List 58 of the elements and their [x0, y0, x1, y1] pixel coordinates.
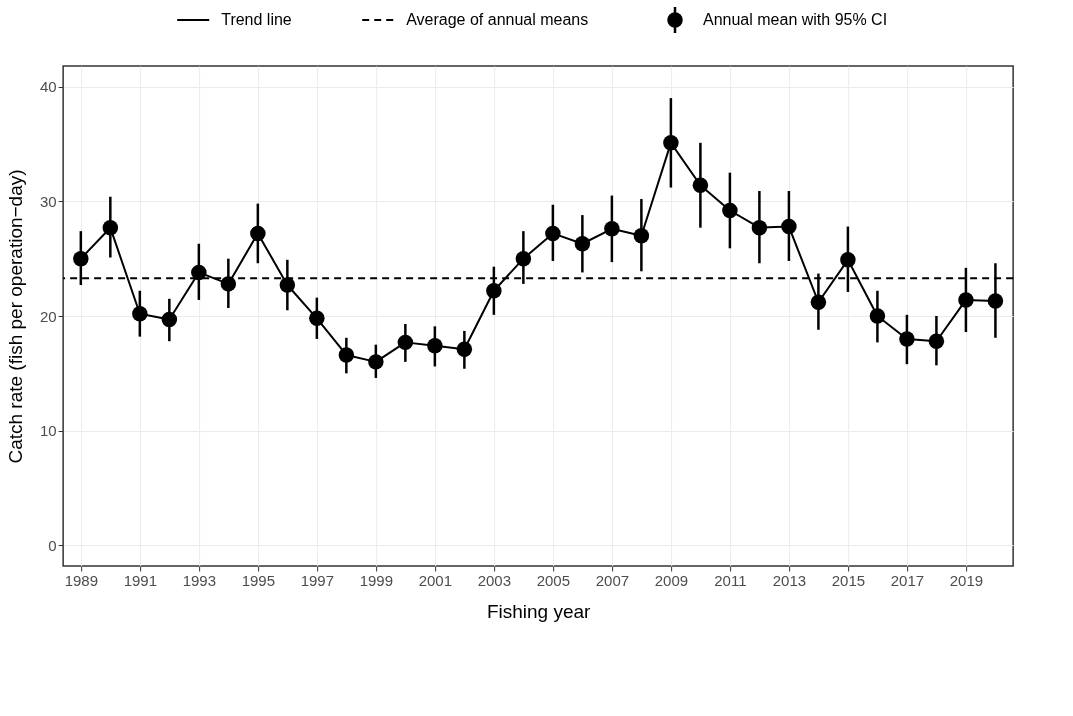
y-tick-label: 0 — [48, 536, 57, 554]
x-tick-label: 2009 — [654, 571, 689, 589]
y-tick-label: 40 — [39, 78, 57, 96]
point — [338, 347, 355, 363]
point — [191, 264, 207, 281]
point — [987, 293, 1004, 309]
x-tick-label: 1991 — [123, 571, 158, 589]
point — [486, 283, 502, 299]
point — [368, 354, 384, 370]
x-tick-label: 2007 — [595, 571, 630, 589]
x-tick-label: 2005 — [536, 571, 571, 589]
point — [427, 338, 443, 354]
point — [663, 135, 679, 151]
x-axis-title: Fishing year — [486, 600, 592, 622]
x-tick-label: 2003 — [477, 571, 512, 589]
point — [869, 308, 886, 324]
x-tick-label: 2015 — [831, 571, 866, 589]
point — [810, 294, 827, 310]
x-tick-label: 1995 — [241, 571, 276, 589]
point — [928, 333, 945, 349]
point — [604, 221, 620, 237]
point — [279, 277, 296, 293]
x-tick-label: 1999 — [359, 571, 394, 589]
point — [515, 250, 532, 267]
y-tick-label: 20 — [39, 307, 57, 325]
x-tick-label: 1993 — [182, 571, 217, 589]
legend-label: Trend line — [221, 11, 292, 28]
point — [161, 311, 178, 328]
point — [633, 227, 650, 244]
legend-label: Annual mean with 95% CI — [703, 11, 888, 28]
point — [574, 236, 591, 252]
point — [692, 177, 709, 193]
x-tick-label: 2013 — [772, 571, 807, 589]
point — [899, 331, 915, 347]
legend-label: Average of annual means — [406, 11, 589, 28]
point — [397, 334, 414, 351]
y-tick-label: 10 — [39, 422, 57, 440]
x-tick-label: 2017 — [890, 571, 925, 589]
point — [751, 219, 768, 236]
point — [102, 219, 119, 236]
point — [781, 218, 797, 235]
x-tick-label: 1997 — [300, 571, 335, 589]
point — [840, 252, 856, 268]
x-tick-label: 2011 — [714, 571, 747, 589]
point — [545, 225, 561, 242]
point — [250, 225, 266, 242]
point — [73, 250, 89, 267]
point — [132, 305, 148, 322]
x-tick-label: 2001 — [418, 571, 453, 589]
point — [220, 276, 237, 292]
point — [456, 341, 473, 357]
point — [309, 310, 325, 327]
point — [958, 292, 974, 308]
x-tick-label: 2019 — [949, 571, 984, 589]
y-axis-title: Catch rate (fish per operation−day) — [4, 169, 26, 464]
y-tick-label: 30 — [39, 192, 57, 210]
x-tick-label: 1989 — [64, 571, 99, 589]
point — [722, 202, 738, 219]
